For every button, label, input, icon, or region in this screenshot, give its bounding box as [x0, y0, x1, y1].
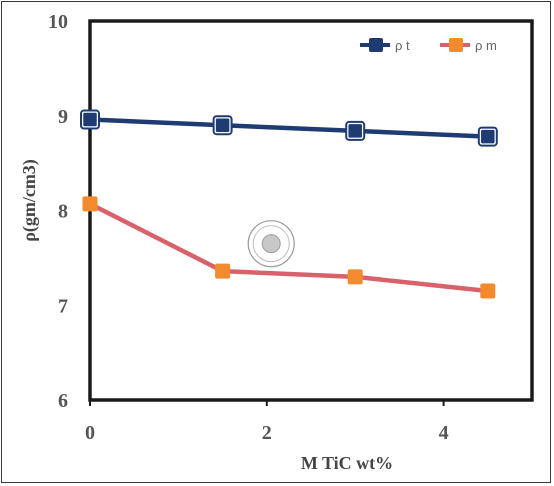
legend-marker [369, 38, 383, 52]
overlay[interactable] [247, 220, 295, 268]
data-point-outline [345, 120, 366, 141]
data-point [214, 116, 231, 134]
data-point-outline [212, 115, 233, 136]
y-axis-title: ρ(gm/cm3) [19, 159, 40, 242]
legend-marker [449, 38, 463, 52]
data-point [81, 111, 99, 128]
target-dot [261, 234, 281, 254]
y-tick-label: 7 [58, 295, 68, 317]
tick-labels: 0 2 4 6 7 8 9 10 [48, 11, 449, 444]
axes [88, 19, 534, 406]
legend-label: ρ m [475, 38, 497, 53]
series-line [89, 117, 488, 139]
y-tick-label: 8 [58, 201, 68, 223]
plot-area-border [88, 19, 534, 402]
series-line [88, 201, 489, 294]
data-point [479, 128, 497, 145]
x-tick-label: 0 [85, 422, 95, 444]
target-circle-icon[interactable] [247, 220, 295, 268]
data-point [346, 122, 364, 140]
y-tick-label: 9 [58, 106, 68, 128]
data-point-outline [80, 109, 100, 130]
x-axis-title: M TiC wt% [301, 453, 393, 473]
data-point [480, 283, 496, 299]
series [80, 109, 498, 299]
series-rho-m [82, 196, 496, 299]
data-point-outline [477, 126, 498, 147]
legend-item: ρ m [440, 38, 497, 53]
x-tick-label: 4 [439, 422, 449, 444]
data-point [82, 196, 98, 212]
x-tick-label: 2 [262, 422, 272, 444]
data-point [347, 269, 363, 285]
series-rho-t [80, 109, 498, 147]
data-point [215, 263, 231, 279]
legend-item: ρ t [360, 38, 410, 53]
target-inner-ring [252, 225, 290, 263]
y-tick-label: 6 [58, 390, 68, 412]
legend-label: ρ t [395, 38, 410, 53]
y-tick-label: 10 [48, 11, 68, 33]
